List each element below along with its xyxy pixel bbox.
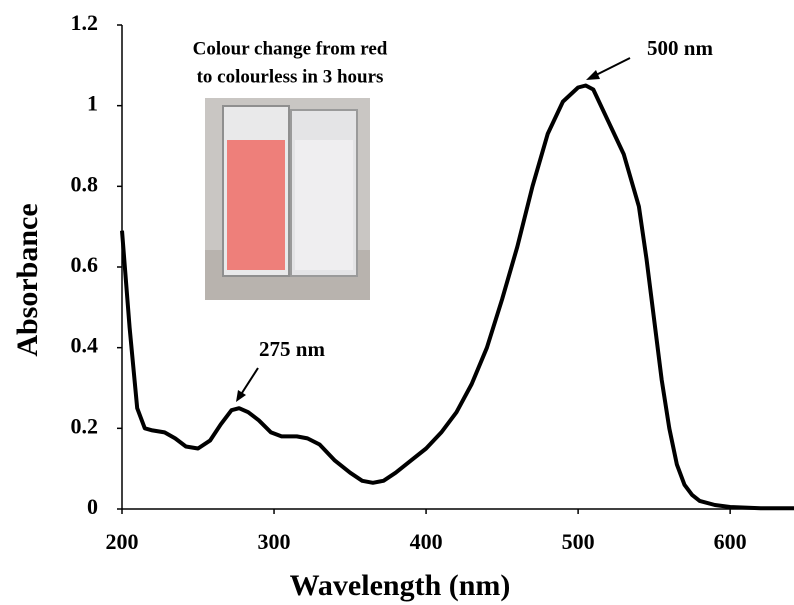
red-solution	[227, 140, 285, 270]
arrowhead	[586, 70, 600, 80]
clear-solution	[295, 140, 353, 270]
x-tick-label: 200	[106, 529, 139, 554]
x-axis-label: Wavelength (nm)	[290, 569, 511, 602]
y-tick-label: 0.6	[71, 252, 99, 277]
x-tick-label: 300	[258, 529, 291, 554]
y-tick-label: 0.8	[71, 171, 99, 196]
y-tick-label: 1	[87, 91, 98, 116]
annotation: 500 nm	[647, 36, 713, 60]
y-tick-label: 0.2	[71, 413, 99, 438]
inset-caption: Colour change from red	[193, 38, 388, 59]
inset-caption: to colourless in 3 hours	[197, 66, 384, 87]
x-tick-label: 400	[410, 529, 443, 554]
inset-photo	[205, 98, 370, 300]
y-tick-label: 0	[87, 494, 98, 519]
y-axis-label: Absorbance	[11, 203, 44, 356]
x-tick-label: 500	[562, 529, 595, 554]
x-tick-label: 600	[714, 529, 747, 554]
annotation-arrow	[593, 57, 631, 77]
spectrum-line	[120, 83, 794, 511]
y-tick-label: 0.4	[71, 333, 99, 358]
y-tick-label: 1.2	[71, 10, 99, 35]
arrowhead	[236, 390, 246, 402]
annotation-arrow	[239, 367, 259, 397]
annotation: 275 nm	[259, 337, 325, 361]
